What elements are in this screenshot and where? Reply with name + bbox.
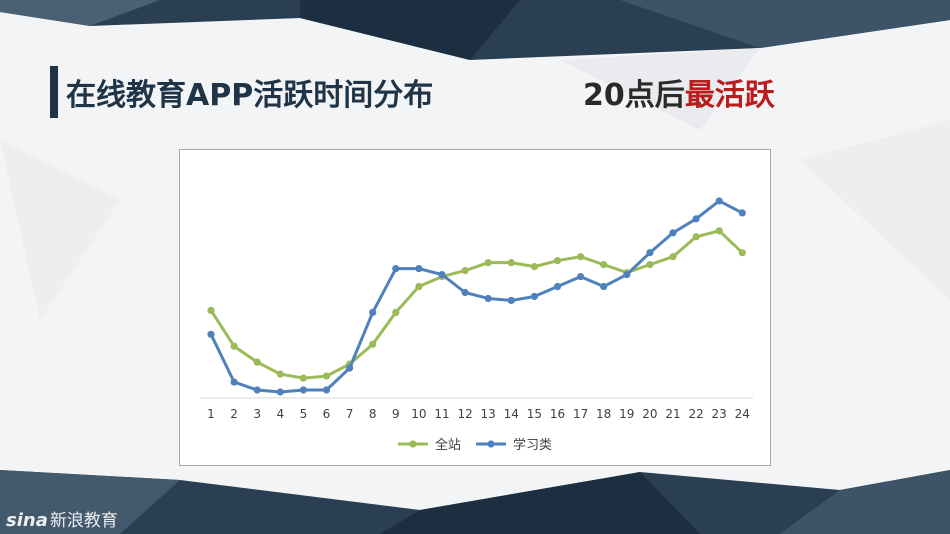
legend-label-2: 学习类 <box>513 437 552 453</box>
title-accent-bar <box>50 66 58 118</box>
data-point-series-1 <box>530 263 538 271</box>
x-tick-label: 7 <box>346 407 354 421</box>
data-point-series-2 <box>392 265 400 273</box>
x-tick-label: 1 <box>207 407 215 421</box>
data-point-series-2 <box>299 386 307 394</box>
data-point-series-1 <box>392 308 400 316</box>
data-point-series-2 <box>530 292 538 301</box>
x-tick-label: 11 <box>434 407 449 421</box>
headline-highlight: 最活跃 <box>684 78 775 113</box>
legend-marker-1 <box>409 440 417 448</box>
data-point-series-2 <box>253 386 261 394</box>
data-point-series-1 <box>600 261 608 269</box>
x-tick-label: 13 <box>481 407 496 421</box>
data-point-series-2 <box>461 288 469 297</box>
data-point-series-1 <box>322 372 331 380</box>
sina-logo: sina <box>6 510 48 531</box>
slide-title: 在线教育APP活跃时间分布 <box>66 78 434 113</box>
x-tick-label: 9 <box>392 407 400 421</box>
legend-label-1: 全站 <box>435 437 461 453</box>
x-tick-label: 3 <box>253 407 261 421</box>
slide-headline: 20点后最活跃 <box>583 70 775 114</box>
data-point-series-2 <box>484 294 492 303</box>
data-point-series-2 <box>230 378 238 386</box>
data-point-series-2 <box>600 282 608 291</box>
x-tick-label: 24 <box>735 407 750 421</box>
data-point-series-2 <box>207 330 215 338</box>
data-point-series-1 <box>230 342 238 350</box>
watermark-text: 新浪教育 <box>49 511 118 531</box>
x-tick-label: 17 <box>573 407 588 421</box>
data-point-series-1 <box>715 227 723 235</box>
data-point-series-1 <box>484 259 492 267</box>
x-tick-label: 6 <box>323 407 331 421</box>
x-tick-label: 15 <box>527 407 542 421</box>
data-point-series-2 <box>692 215 700 223</box>
data-point-series-1 <box>577 253 585 261</box>
data-point-series-2 <box>438 270 446 279</box>
data-point-series-1 <box>253 358 261 366</box>
x-tick-label: 12 <box>457 407 472 421</box>
data-point-series-2 <box>623 270 631 279</box>
x-tick-label: 18 <box>596 407 611 421</box>
data-point-series-2 <box>369 308 377 316</box>
x-tick-label: 20 <box>642 407 657 421</box>
x-tick-label: 8 <box>369 407 377 421</box>
legend-marker-2 <box>487 440 495 448</box>
x-tick-label: 14 <box>504 407 519 421</box>
series-line-1 <box>209 229 744 380</box>
data-point-series-2 <box>738 209 746 217</box>
watermark: sina 新浪教育 <box>6 506 118 531</box>
data-point-series-1 <box>553 257 562 265</box>
data-point-series-1 <box>738 249 746 257</box>
data-point-series-2 <box>322 386 331 394</box>
x-tick-label: 5 <box>300 407 308 421</box>
x-tick-label: 4 <box>276 407 284 421</box>
chart-container: 1 2 3 4 5 6 7 8 9 10 11 12 13 14 15 16 17 18 19 20 21 22 23 24 全… <box>179 149 771 466</box>
x-tick-label: 23 <box>712 407 727 421</box>
data-point-series-1 <box>276 370 284 378</box>
data-point-series-1 <box>207 306 215 315</box>
data-point-series-2 <box>415 265 423 273</box>
data-point-series-2 <box>553 282 562 291</box>
data-point-series-1 <box>461 267 469 275</box>
x-tick-label: 2 <box>230 407 238 421</box>
data-point-series-2 <box>507 296 515 305</box>
data-point-series-2 <box>346 364 354 372</box>
x-tick-label: 19 <box>619 407 634 421</box>
data-point-series-1 <box>507 259 515 267</box>
data-point-series-1 <box>299 374 307 382</box>
data-point-series-1 <box>369 340 377 348</box>
data-point-series-2 <box>276 388 284 396</box>
data-point-series-1 <box>669 253 677 261</box>
data-point-series-1 <box>692 233 700 241</box>
headline-prefix: 20点后 <box>583 78 685 113</box>
data-point-series-2 <box>577 272 585 281</box>
data-point-series-2 <box>715 197 723 205</box>
data-point-series-1 <box>646 261 654 269</box>
x-tick-label: 21 <box>665 407 680 421</box>
data-point-series-2 <box>646 249 654 257</box>
data-point-series-1 <box>415 282 423 291</box>
series-line-2 <box>209 199 743 394</box>
x-tick-label: 16 <box>550 407 565 421</box>
x-tick-label: 10 <box>411 407 426 421</box>
x-tick-label: 22 <box>688 407 703 421</box>
line-chart: 1 2 3 4 5 6 7 8 9 10 11 12 13 14 15 16 17 18 19 20 21 22 23 24全… <box>200 197 753 453</box>
data-point-series-2 <box>669 229 677 237</box>
